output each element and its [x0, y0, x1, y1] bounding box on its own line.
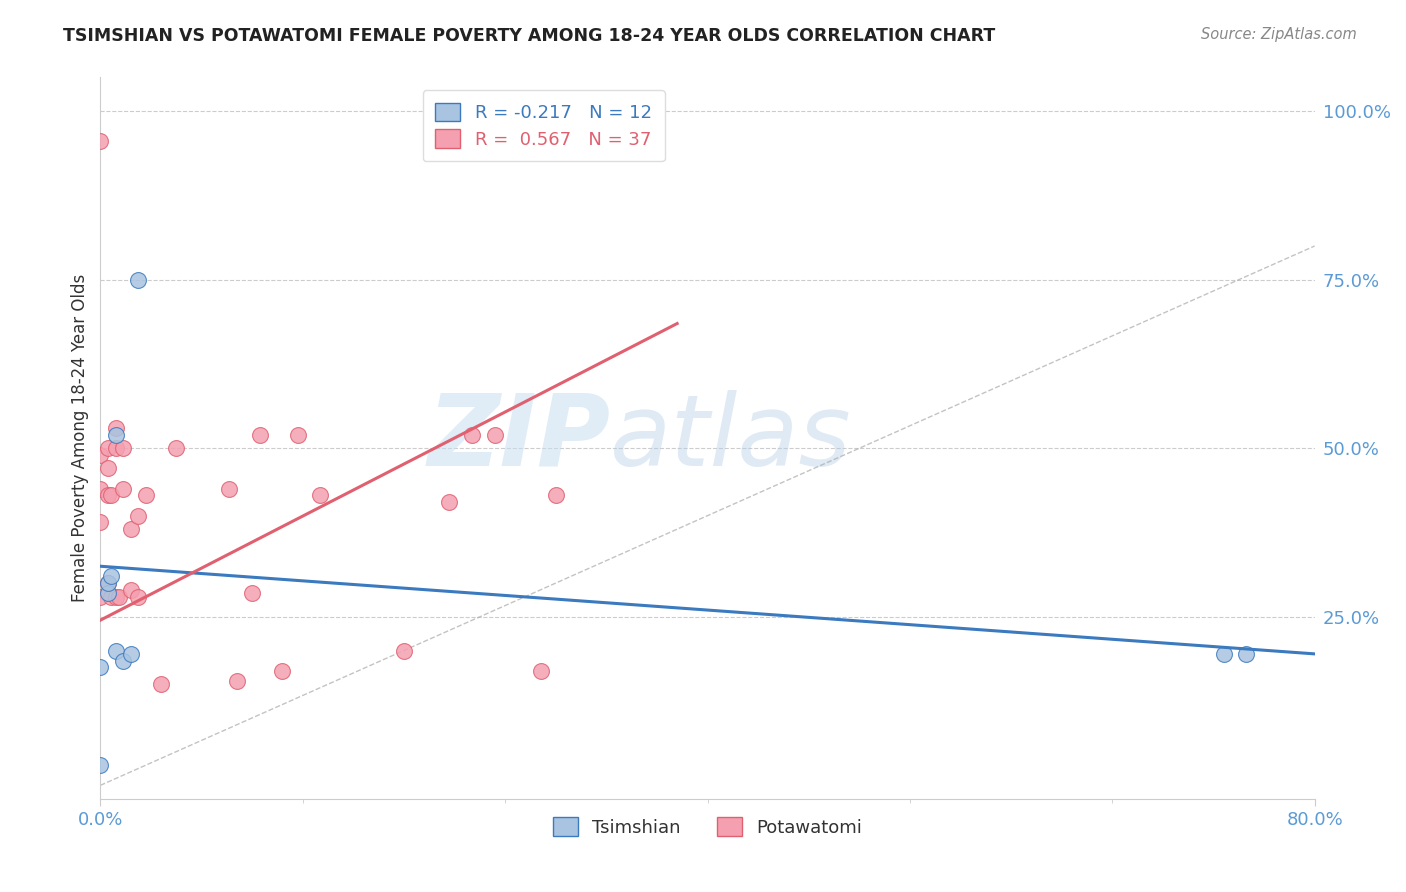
Point [89, 135, 111, 149]
Text: Source: ZipAtlas.com: Source: ZipAtlas.com [1201, 27, 1357, 42]
Point [120, 522, 142, 536]
Point [89, 516, 111, 530]
Y-axis label: Female Poverty Among 18-24 Year Olds: Female Poverty Among 18-24 Year Olds [72, 274, 89, 602]
Point [218, 482, 240, 496]
Point [107, 590, 129, 604]
Point [89, 758, 111, 772]
Point [309, 488, 332, 502]
Point [97, 461, 120, 475]
Point [120, 647, 142, 661]
Text: TSIMSHIAN VS POTAWATOMI FEMALE POVERTY AMONG 18-24 YEAR OLDS CORRELATION CHART: TSIMSHIAN VS POTAWATOMI FEMALE POVERTY A… [63, 27, 995, 45]
Point [135, 488, 157, 502]
Point [97, 488, 120, 502]
Point [97, 442, 120, 456]
Legend: Tsimshian, Potawatomi: Tsimshian, Potawatomi [546, 810, 870, 844]
Point [120, 582, 142, 597]
Point [104, 427, 127, 442]
Point [100, 590, 122, 604]
Point [150, 677, 173, 691]
Point [104, 590, 127, 604]
Point [287, 427, 309, 442]
Point [89, 482, 111, 496]
Point [1212, 647, 1234, 661]
Point [392, 643, 415, 657]
Point [97, 576, 120, 591]
Point [112, 482, 135, 496]
Point [97, 576, 120, 591]
Text: atlas: atlas [610, 390, 852, 487]
Point [249, 427, 271, 442]
Point [100, 569, 122, 583]
Point [89, 448, 111, 462]
Point [544, 488, 567, 502]
Point [439, 495, 461, 509]
Point [461, 427, 484, 442]
Point [529, 664, 551, 678]
Point [112, 654, 135, 668]
Point [97, 586, 120, 600]
Point [104, 643, 127, 657]
Point [226, 673, 249, 688]
Point [1234, 647, 1257, 661]
Point [165, 442, 187, 456]
Point [484, 427, 506, 442]
Point [127, 508, 149, 523]
Point [104, 421, 127, 435]
Point [112, 442, 135, 456]
Point [89, 660, 111, 674]
Point [271, 664, 294, 678]
Point [89, 590, 111, 604]
Point [127, 273, 149, 287]
Point [127, 590, 149, 604]
Point [104, 442, 127, 456]
Text: ZIP: ZIP [427, 390, 610, 487]
Point [100, 488, 122, 502]
Point [240, 586, 263, 600]
